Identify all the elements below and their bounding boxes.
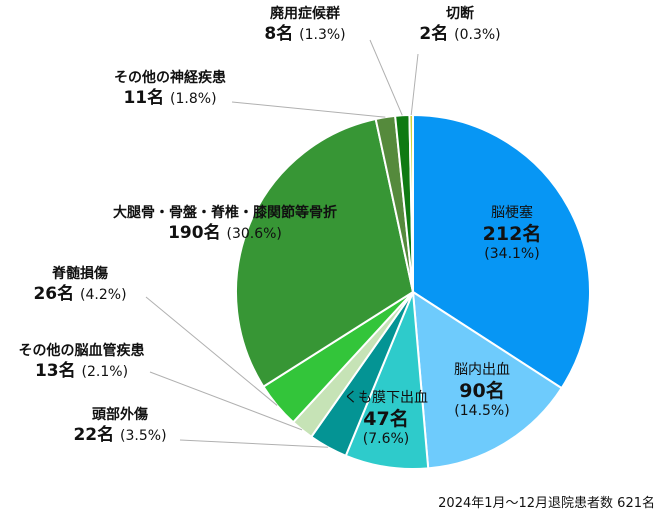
slice-percent: (4.2%) [80, 286, 127, 303]
pie-slice-1 [411, 290, 564, 470]
pie-slice-9 [408, 113, 414, 293]
slice-value: 8名 [264, 23, 294, 44]
slice-value: 47名 [363, 407, 409, 430]
slice-name: くも膜下出血 [344, 390, 428, 406]
leader-line-5 [145, 296, 278, 406]
leader-line-7 [231, 101, 386, 118]
label-head-injury: 頭部外傷 22名 (3.5%) [50, 407, 190, 446]
label-subarachnoid-hemorrhage: くも膜下出血 47名 (7.6%) [336, 390, 436, 449]
slice-value: 190名 [168, 222, 221, 243]
slice-percent: (0.3%) [454, 26, 501, 43]
slice-name: 切断 [446, 6, 474, 22]
slice-name: 頭部外傷 [92, 407, 148, 423]
slice-value: 13名 [34, 360, 76, 381]
slice-name: 脳梗塞 [491, 205, 533, 221]
label-other-neurological: その他の神経疾患 11名 (1.8%) [95, 70, 245, 109]
label-disuse-syndrome: 廃用症候群 8名 (1.3%) [240, 6, 370, 45]
label-amputation: 切断 2名 (0.3%) [395, 6, 525, 45]
pie-slice-6 [235, 117, 415, 389]
slice-percent: (3.5%) [120, 427, 167, 444]
slice-percent: (30.6%) [226, 225, 282, 242]
leader-line-8 [369, 39, 403, 116]
slice-value: 11名 [123, 87, 165, 108]
slice-value: 22名 [73, 424, 115, 445]
slice-percent: (14.5%) [454, 403, 510, 420]
slice-name: 脳内出血 [454, 362, 510, 378]
slice-percent: (34.1%) [484, 246, 540, 263]
leader-line-4 [149, 371, 303, 431]
label-cerebral-infarction: 脳梗塞 212名 (34.1%) [462, 205, 562, 264]
slice-name: その他の神経疾患 [114, 70, 226, 86]
label-other-cerebrovascular: その他の脳血管疾患 13名 (2.1%) [4, 343, 159, 382]
slice-percent: (1.8%) [170, 90, 217, 107]
slice-value: 212名 [482, 222, 542, 245]
label-spinal-cord-injury: 脊髄損傷 26名 (4.2%) [10, 266, 150, 305]
total-patients-note: 2024年1月～12月退院患者数 621名 [438, 496, 655, 511]
slice-percent: (2.1%) [81, 363, 129, 380]
slice-value: 90名 [459, 379, 505, 402]
slice-percent: (1.3%) [299, 26, 346, 43]
label-fracture: 大腿骨・骨盤・脊椎・膝関節等骨折 190名 (30.6%) [90, 205, 360, 244]
slice-name: 脊髄損傷 [52, 266, 108, 282]
slice-name: その他の脳血管疾患 [18, 343, 145, 359]
slice-name: 廃用症候群 [270, 6, 340, 22]
label-intracerebral-hemorrhage: 脳内出血 90名 (14.5%) [432, 362, 532, 421]
slice-value: 26名 [33, 283, 75, 304]
slice-name: 大腿骨・骨盤・脊椎・膝関節等骨折 [113, 205, 337, 221]
slice-percent: (7.6%) [362, 431, 410, 448]
slice-value: 2名 [419, 23, 449, 44]
leader-line-3 [179, 439, 329, 448]
leader-line-9 [410, 53, 419, 116]
